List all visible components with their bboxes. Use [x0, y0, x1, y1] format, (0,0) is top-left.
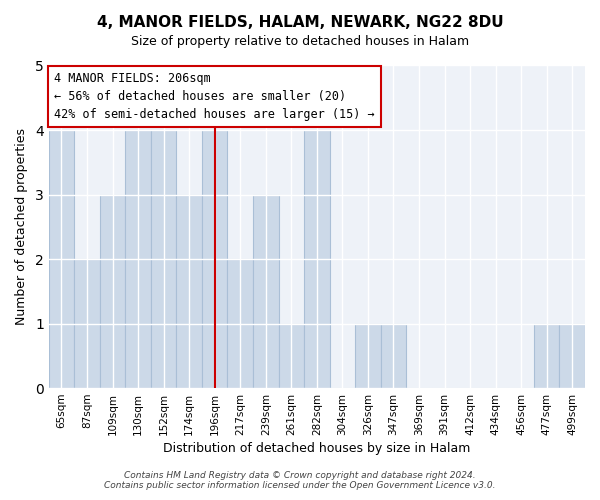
Bar [278, 324, 304, 388]
Text: 4, MANOR FIELDS, HALAM, NEWARK, NG22 8DU: 4, MANOR FIELDS, HALAM, NEWARK, NG22 8DU [97, 15, 503, 30]
X-axis label: Distribution of detached houses by size in Halam: Distribution of detached houses by size … [163, 442, 470, 455]
Bar [202, 130, 227, 388]
Text: Contains HM Land Registry data © Crown copyright and database right 2024.
Contai: Contains HM Land Registry data © Crown c… [104, 470, 496, 490]
Bar [49, 130, 74, 388]
Bar [534, 324, 559, 388]
Bar [380, 324, 406, 388]
Bar [355, 324, 380, 388]
Y-axis label: Number of detached properties: Number of detached properties [15, 128, 28, 326]
Bar [74, 259, 100, 388]
Bar [125, 130, 151, 388]
Text: Size of property relative to detached houses in Halam: Size of property relative to detached ho… [131, 35, 469, 48]
Bar [151, 130, 176, 388]
Bar [559, 324, 585, 388]
Bar [227, 259, 253, 388]
Bar [304, 130, 329, 388]
Bar [253, 194, 278, 388]
Text: 4 MANOR FIELDS: 206sqm
← 56% of detached houses are smaller (20)
42% of semi-det: 4 MANOR FIELDS: 206sqm ← 56% of detached… [54, 72, 374, 121]
Bar [100, 194, 125, 388]
Bar [176, 194, 202, 388]
